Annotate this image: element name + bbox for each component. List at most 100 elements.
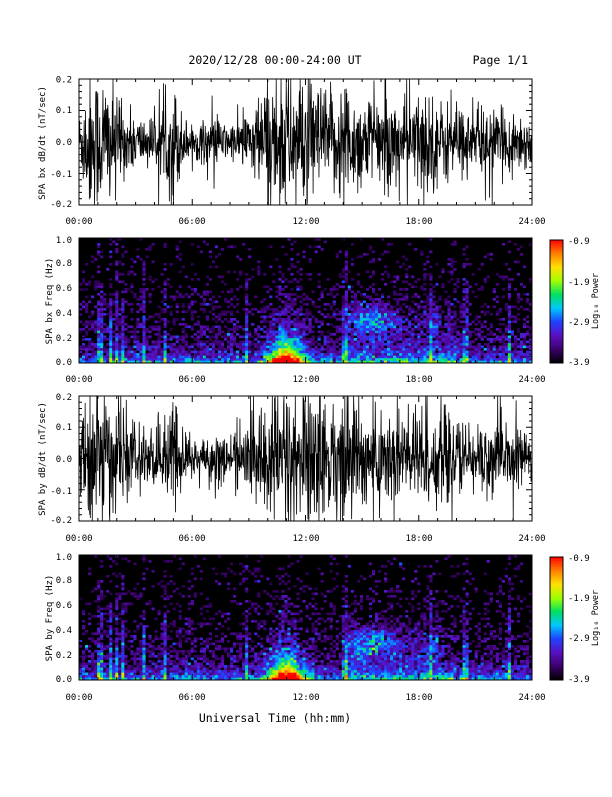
spectrogram-cell <box>460 311 463 314</box>
spectrogram-cell <box>203 358 206 361</box>
spectrogram-cell <box>245 610 248 613</box>
spectrogram-cell <box>188 630 191 633</box>
spectrogram-cell <box>164 570 167 573</box>
spectrogram-cell <box>209 353 212 356</box>
spectrogram-cell <box>348 306 351 309</box>
spectrogram-cell <box>408 333 411 336</box>
spectrogram-cell <box>278 630 281 633</box>
spectrogram-cell <box>275 673 278 676</box>
spectrogram-cell <box>290 243 293 246</box>
spectrogram-cell <box>324 343 327 346</box>
spectrogram-cell <box>170 328 173 331</box>
spectrogram-cell <box>203 623 206 626</box>
spectrogram-cell <box>306 333 309 336</box>
spectrogram-cell <box>257 658 260 661</box>
spectrogram-cell <box>429 276 432 279</box>
spectrogram-cell <box>481 338 484 341</box>
spectrogram-cell <box>97 653 100 656</box>
spectrogram-cell <box>508 296 511 299</box>
spectrogram-cell <box>236 655 239 658</box>
spectrogram-cell <box>245 628 248 631</box>
spectrogram-cell <box>167 560 170 563</box>
spectrogram-cell <box>478 316 481 319</box>
spectrogram-cell <box>290 331 293 334</box>
spectrogram-cell <box>194 353 197 356</box>
spectrogram-cell <box>363 343 366 346</box>
spectrogram-cell <box>97 318 100 321</box>
spectrogram-cell <box>85 296 88 299</box>
spectrogram-cell <box>248 613 251 616</box>
spectrogram-cell <box>248 645 251 648</box>
spectrogram-cell <box>505 358 508 361</box>
spectrogram-cell <box>203 643 206 646</box>
spectrogram-cell <box>112 301 115 304</box>
spectrogram-cell <box>145 568 148 571</box>
spectrogram-cell <box>115 618 118 621</box>
spectrogram-cell <box>224 353 227 356</box>
spectrogram-cell <box>161 348 164 351</box>
spectrogram-cell <box>121 558 124 561</box>
y-tick-label: 0.4 <box>56 309 72 319</box>
spectrogram-cell <box>333 358 336 361</box>
spectrogram-cell <box>381 273 384 276</box>
spectrogram-cell <box>179 568 182 571</box>
colorbar-step <box>550 242 563 244</box>
spectrogram-cell <box>115 633 118 636</box>
spectrogram-cell <box>82 625 85 628</box>
spectrogram-cell <box>133 593 136 596</box>
spectrogram-cell <box>278 655 281 658</box>
spectrogram-cell <box>221 640 224 643</box>
spectrogram-cell <box>203 668 206 671</box>
colorbar-step <box>550 320 563 322</box>
spectrogram-cell <box>164 331 167 334</box>
spectrogram-cell <box>239 633 242 636</box>
spectrogram-cell <box>161 653 164 656</box>
spectrogram-cell <box>278 648 281 651</box>
spectrogram-cell <box>484 278 487 281</box>
spectrogram-cell <box>97 595 100 598</box>
spectrogram-cell <box>366 356 369 359</box>
spectrogram-cell <box>82 348 85 351</box>
spectrogram-cell <box>499 311 502 314</box>
spectrogram-cell <box>278 316 281 319</box>
spectrogram-cell <box>127 590 130 593</box>
spectrogram-cell <box>357 273 360 276</box>
spectrogram-cell <box>414 311 417 314</box>
spectrogram-cell <box>263 663 266 666</box>
spectrogram-cell <box>127 338 130 341</box>
spectrogram-cell <box>312 348 315 351</box>
spectrogram-cell <box>124 593 127 596</box>
spectrogram-cell <box>463 263 466 266</box>
spectrogram-cell <box>287 356 290 359</box>
spectrogram-cell <box>121 256 124 259</box>
spectrogram-cell <box>203 343 206 346</box>
spectrogram-cell <box>345 281 348 284</box>
spectrogram-cell <box>417 336 420 339</box>
spectrogram-cell <box>514 243 517 246</box>
spectrogram-cell <box>164 348 167 351</box>
spectrogram-cell <box>269 358 272 361</box>
spectrogram-cell <box>281 321 284 324</box>
spectrogram-cell <box>460 348 463 351</box>
spectrogram-cell <box>348 341 351 344</box>
spectrogram-cell <box>453 288 456 291</box>
spectrogram-cell <box>281 663 284 666</box>
spectrogram-cell <box>366 328 369 331</box>
spectrogram-cell <box>342 326 345 329</box>
spectrogram-cell <box>179 643 182 646</box>
spectrogram-cell <box>321 356 324 359</box>
spectrogram-cell <box>444 326 447 329</box>
spectrogram-cell <box>88 675 91 678</box>
spectrogram-cell <box>236 665 239 668</box>
spectrogram-cell <box>245 323 248 326</box>
spectrogram-cell <box>182 328 185 331</box>
spectrogram-cell <box>514 358 517 361</box>
spectrogram-cell <box>203 653 206 656</box>
spectrogram-cell <box>384 321 387 324</box>
spectrogram-cell <box>284 353 287 356</box>
spectrogram-cell <box>348 286 351 289</box>
spectrogram-cell <box>429 348 432 351</box>
spectrogram-cell <box>82 610 85 613</box>
spectrogram-cell <box>299 311 302 314</box>
